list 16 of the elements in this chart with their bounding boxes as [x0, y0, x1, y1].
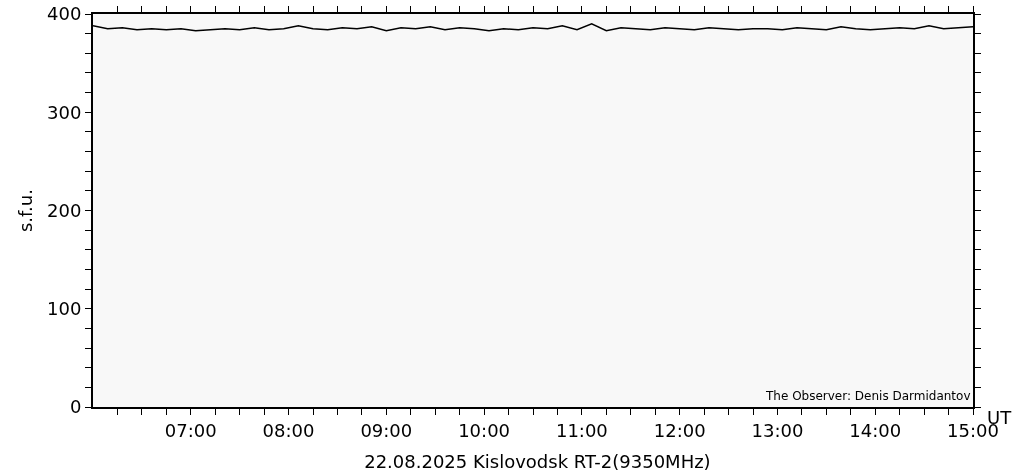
x-tick-label: 09:00 [360, 419, 413, 441]
x-tick-label: 10:00 [458, 419, 511, 441]
y-tick-label: 400 [47, 3, 82, 25]
y-tick-label: 200 [47, 199, 82, 221]
x-tick-label: 11:00 [555, 419, 608, 441]
y-axis-title: s.f.u. [14, 189, 36, 232]
text: 22.08.2025 Kislovodsk RT-2(9350MHz) [364, 450, 711, 470]
x-tick-label: 14:00 [849, 419, 902, 441]
y-tick-label: 0 [69, 396, 82, 418]
y-tick-label: 100 [47, 298, 82, 320]
x-tick-label: 12:00 [653, 419, 706, 441]
x-tick-label: 08:00 [262, 419, 315, 441]
x-tick-label: 13:00 [751, 419, 804, 441]
y-tick-label: 300 [47, 101, 82, 123]
annotation: The Observer: Denis Darmidantov [765, 389, 971, 403]
x-tick-label: 07:00 [164, 419, 217, 441]
